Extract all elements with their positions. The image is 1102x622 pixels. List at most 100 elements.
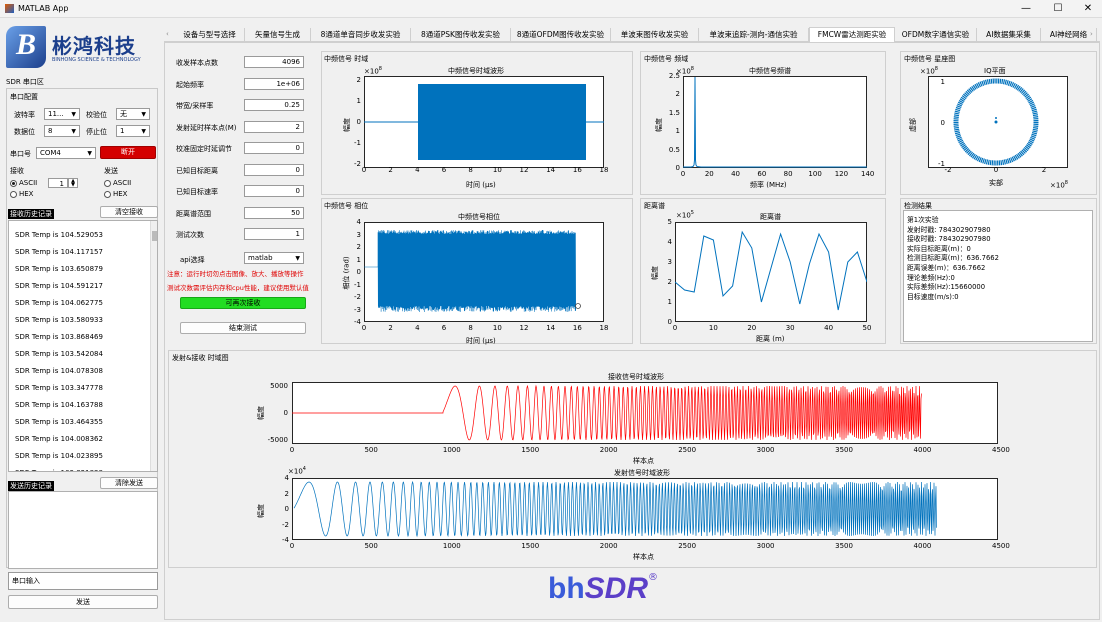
log-scrollbar[interactable] xyxy=(150,221,157,471)
baud-select[interactable]: 11... xyxy=(44,108,80,120)
tab-2[interactable]: 矢量信号生成 xyxy=(245,28,311,41)
tab-scroll-left-icon[interactable]: ‹ xyxy=(166,30,169,38)
sidebar: B 彬鸿科技 BINHONG SCIENCE & TECHNOLOGY SDR … xyxy=(2,20,162,620)
minimize-button[interactable]: — xyxy=(1014,2,1038,16)
y-tick-label: 3 xyxy=(338,231,361,239)
x-tick-label: 120 xyxy=(835,170,847,178)
param-input[interactable]: 1 xyxy=(244,228,304,240)
range-line xyxy=(675,232,867,310)
brand-subtitle: BINHONG SCIENCE & TECHNOLOGY xyxy=(52,57,141,63)
scroll-thumb[interactable] xyxy=(152,231,157,241)
tab-4[interactable]: 8通道PSK图传收发实验 xyxy=(411,28,511,41)
tab-9[interactable]: OFDM数字通信实验 xyxy=(895,28,977,41)
recv-spinner[interactable]: 1 xyxy=(48,178,68,188)
tab-8[interactable]: FMCW雷达测距实验 xyxy=(809,27,895,42)
send-button[interactable]: 发送 xyxy=(8,595,158,609)
recv-log-box[interactable]: SDR Temp is 104.529053 SDR Temp is 104.11… xyxy=(8,220,158,472)
x-tick-label: 2500 xyxy=(678,542,690,550)
recv-log-item: SDR Temp is 103.821838 xyxy=(15,469,103,472)
tab-6[interactable]: 单波束图传收发实验 xyxy=(611,28,699,41)
param-input[interactable]: 0 xyxy=(244,164,304,176)
x-tick-label: 4 xyxy=(411,166,423,174)
port-select[interactable]: COM4 xyxy=(36,147,96,159)
tab-5[interactable]: 8通道OFDM图传收发实验 xyxy=(511,28,611,41)
api-select[interactable]: matlab xyxy=(244,252,304,264)
tab-1[interactable]: 设备与型号选择 xyxy=(175,28,245,41)
param-label: 校准固定时延调节 xyxy=(176,144,232,154)
warning-text-1: 注意：运行时切勿点击图像、放大、播放等操作 xyxy=(167,268,304,278)
y-tick-label: 1 xyxy=(922,78,945,86)
if-phase-panel-title: 中频信号 相位 xyxy=(324,201,368,211)
param-input[interactable]: 1e+06 xyxy=(244,78,304,90)
txrx-panel-title: 发射&接收 时域图 xyxy=(172,353,229,363)
tab-11[interactable]: AI神经网络 xyxy=(1041,28,1097,41)
x-tick-label: 1500 xyxy=(521,542,533,550)
param-input[interactable]: 0.25 xyxy=(244,99,304,111)
tab-3[interactable]: 8通道单音同步收发实验 xyxy=(311,28,411,41)
y-tick-label: 4 xyxy=(649,238,672,246)
range-exp: ×105 xyxy=(676,210,694,219)
y-tick-label: 2 xyxy=(338,243,361,251)
if-phase-xlabel: 时间 (μs) xyxy=(466,336,496,346)
result-line: 接收时戳: 784302907980 xyxy=(907,233,991,243)
port-label: 串口号 xyxy=(10,149,31,159)
send-hex-radio[interactable]: HEX xyxy=(104,190,127,198)
iq-ylabel: 虚部 xyxy=(908,118,918,132)
x-tick-label: 14 xyxy=(545,324,557,332)
x-tick-label: 4000 xyxy=(914,446,926,454)
param-input[interactable]: 0 xyxy=(244,185,304,197)
recv-log-item: SDR Temp is 104.008362 xyxy=(15,435,103,443)
clear-send-button[interactable]: 清除发送 xyxy=(100,477,158,489)
clear-recv-button[interactable]: 清空接收 xyxy=(100,206,158,218)
y-tick-label: 4 xyxy=(338,218,361,226)
close-button[interactable]: ✕ xyxy=(1076,2,1100,16)
recv-hex-radio[interactable]: HEX xyxy=(10,190,33,198)
result-line: 距离误差(m)：636.7662 xyxy=(907,262,985,272)
phase-line xyxy=(364,230,576,312)
recv-ascii-radio[interactable]: ASCII xyxy=(10,179,37,187)
maximize-button[interactable]: ☐ xyxy=(1046,2,1070,16)
y-tick-label: -2 xyxy=(266,521,289,529)
brand-name: 彬鸿科技 xyxy=(52,30,136,59)
param-input[interactable]: 50 xyxy=(244,207,304,219)
param-input[interactable]: 0 xyxy=(244,142,304,154)
param-input[interactable]: 2 xyxy=(244,121,304,133)
x-tick-label: 3500 xyxy=(835,446,847,454)
x-tick-label: 500 xyxy=(364,542,376,550)
y-tick-label: 0 xyxy=(338,268,361,276)
rx-line xyxy=(292,386,922,440)
tab-7[interactable]: 单波束追踪-测向-通信实验 xyxy=(699,28,809,41)
y-tick-label: -1 xyxy=(922,160,945,168)
recv-log-item: SDR Temp is 104.117157 xyxy=(15,248,103,256)
disconnect-button[interactable]: 断开 xyxy=(100,146,156,159)
stop-test-button[interactable]: 结束测试 xyxy=(180,322,306,334)
phase-marker xyxy=(576,304,581,309)
x-tick-label: 1000 xyxy=(443,542,455,550)
x-tick-label: 40 xyxy=(730,170,742,178)
x-tick-label: 2 xyxy=(385,166,397,174)
stopbits-select[interactable]: 1 xyxy=(116,125,150,137)
send-log-box[interactable] xyxy=(8,491,158,569)
x-tick-label: 10 xyxy=(707,324,719,332)
tab-10[interactable]: AI数据集采集 xyxy=(977,28,1041,41)
start-receive-button[interactable]: 可再次接收 xyxy=(180,297,306,309)
parity-select[interactable]: 无 xyxy=(116,108,150,120)
x-tick-label: 10 xyxy=(491,324,503,332)
param-input[interactable]: 4096 xyxy=(244,56,304,68)
result-line: 理论差频(Hz):0 xyxy=(907,272,955,282)
databits-select[interactable]: 8 xyxy=(44,125,80,137)
if-time-exp: ×108 xyxy=(364,66,382,75)
send-ascii-radio[interactable]: ASCII xyxy=(104,179,131,187)
parity-label: 校验位 xyxy=(86,110,107,120)
result-line: 实际目标距离(m)：0 xyxy=(907,243,971,253)
y-tick-label: 5 xyxy=(649,218,672,226)
spinner-arrows-icon[interactable]: ▲ ▼ xyxy=(68,178,78,188)
if-phase-title: 中频信号相位 xyxy=(458,212,500,222)
x-tick-label: 1000 xyxy=(443,446,455,454)
y-tick-label: 1.5 xyxy=(657,109,680,117)
iq-exp: ×108 xyxy=(920,66,938,75)
serial-input-field[interactable]: 串口输入 xyxy=(8,572,158,590)
iq-xlabel: 实部 xyxy=(989,178,1003,188)
y-tick-label: 1 xyxy=(649,298,672,306)
x-tick-label: 4500 xyxy=(992,542,1004,550)
